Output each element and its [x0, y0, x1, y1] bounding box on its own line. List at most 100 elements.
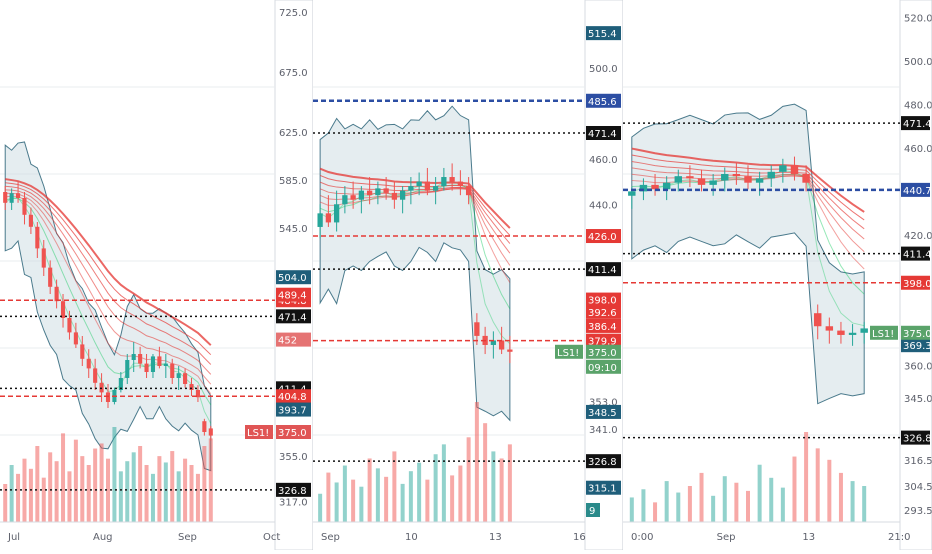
volume-bar [757, 464, 762, 522]
volume-bar [384, 476, 389, 522]
ma-ribbon-line [319, 167, 511, 229]
volume-bar [86, 465, 91, 522]
price-level-badge-text: 379.9 [588, 337, 617, 348]
volume-bar [815, 448, 820, 522]
price-axis-tick: 500.0 [589, 64, 618, 75]
time-axis-tick: 13 [489, 532, 502, 543]
price-axis-tick: 345.0 [904, 394, 932, 405]
price-label-badge-text: 369.3 [903, 341, 932, 352]
price-level-badge-text: 471.4 [903, 119, 932, 130]
last-price-badge-text: 375.0 [278, 428, 307, 439]
time-axis-tick: Sep [178, 532, 197, 543]
candle-body [163, 363, 168, 366]
volume-bar [367, 458, 372, 522]
candle-body [80, 344, 85, 359]
candle-body [342, 195, 348, 205]
candle-body [424, 181, 431, 191]
volume-bar [3, 484, 8, 522]
volume-bar [408, 471, 413, 522]
symbol-tag-text: LS1! [247, 428, 269, 439]
volume-bar [699, 472, 704, 522]
volume-bar [862, 486, 867, 522]
volume-bar [458, 465, 463, 522]
price-level-badge-text: 411.4 [588, 265, 617, 276]
candle-body [767, 171, 775, 179]
ma-ribbon-line [631, 147, 865, 213]
price-axis [899, 0, 932, 551]
candle-body [189, 384, 194, 390]
ma-ribbon-line [5, 195, 212, 395]
symbol-tag [555, 344, 583, 359]
price-label-badge-text: 452 [278, 336, 297, 347]
candle-body [441, 177, 447, 187]
candle-body [333, 204, 340, 223]
volume-bar [466, 437, 471, 522]
price-axis-tick: 360.0 [904, 361, 932, 372]
candle-body [860, 328, 868, 333]
candle-body [9, 193, 14, 203]
volume-bar [491, 451, 496, 522]
price-level-badge [276, 309, 311, 324]
price-label-badge [586, 292, 621, 307]
symbol-tag [870, 325, 898, 340]
candle-body [183, 373, 188, 384]
volume-bar [441, 444, 446, 522]
price-label-badge-text: 489.4 [278, 291, 307, 302]
candle-body [449, 177, 455, 182]
volume-bar [73, 439, 78, 522]
price-axis-tick: 625.0 [279, 128, 308, 139]
candle-body [732, 174, 741, 177]
volume-bar [711, 495, 716, 522]
price-label-badge [276, 270, 311, 285]
volume-bar [334, 482, 339, 522]
volume-bar [687, 486, 692, 522]
candle-body [41, 248, 46, 268]
price-level-badge-text: 485.6 [588, 97, 617, 108]
volume-bar [99, 443, 104, 522]
volume-bar [170, 451, 175, 522]
candle-body [131, 354, 136, 360]
price-label-badge-text: 504.0 [278, 273, 307, 284]
price-axis-tick: 725.0 [279, 8, 308, 19]
candle-body [383, 188, 389, 193]
price-axis-tick: 480.0 [904, 100, 932, 111]
price-label-badge-text: 393.7 [278, 406, 307, 417]
volume-bar [41, 477, 46, 522]
volume-bar [195, 473, 200, 522]
last-price-badge [276, 425, 311, 439]
symbol-tag-text: LS1! [557, 348, 579, 359]
chart-panel-3: 520.0 500.0 480.0 460.0 420.0 360.0 345.0 316.5… [623, 0, 932, 551]
volume-bar [176, 471, 181, 522]
volume-bar [351, 479, 356, 522]
volume-bar [157, 456, 162, 522]
time-axis-tick: 16 [573, 532, 586, 543]
volume-bar [629, 497, 634, 522]
price-label-badge [901, 338, 930, 353]
volume-bar [208, 438, 213, 522]
candle-body [16, 193, 21, 198]
candle-body [375, 188, 381, 196]
time-axis-tick: Oct [263, 532, 280, 543]
symbol-tag [245, 425, 273, 439]
candle-body [697, 178, 706, 185]
candle-body [60, 301, 66, 318]
candle-body [150, 356, 156, 372]
ma-ribbon-line [319, 188, 511, 254]
volume-bar [67, 471, 72, 522]
volume-bar [722, 476, 727, 522]
volume-bar [125, 461, 130, 522]
price-axis-tick: 304.5 [904, 482, 932, 493]
price-level-badge-text: 404.8 [278, 392, 307, 403]
price-level-badge [276, 389, 311, 404]
time-axis-tick: 21:0 [888, 532, 910, 543]
price-level-badge [586, 93, 621, 108]
price-label-badge [276, 332, 311, 347]
price-level-badge [586, 229, 621, 244]
volume-bar [131, 452, 136, 522]
volume-bar [780, 487, 785, 522]
volume-bar [827, 459, 832, 522]
price-axis-tick: 316.5 [904, 456, 932, 467]
candle-body [744, 176, 752, 183]
candle-body [686, 176, 694, 179]
price-level-badge [901, 246, 930, 261]
